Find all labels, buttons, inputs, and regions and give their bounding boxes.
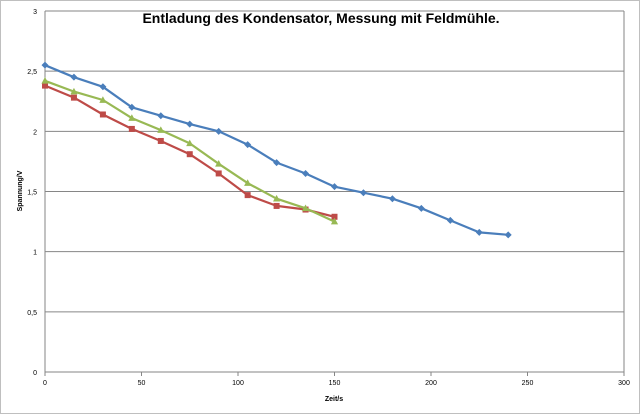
series-1-point xyxy=(417,204,425,212)
x-tick-label: 300 xyxy=(618,380,630,387)
series-1-point xyxy=(504,231,512,239)
series-3-point xyxy=(273,194,281,202)
x-axis-title: Zeit/s xyxy=(325,396,343,403)
data-series xyxy=(41,61,512,239)
series-2-point xyxy=(244,192,251,199)
series-2-point xyxy=(273,202,280,209)
tick-labels: 0 0,5 1 1,5 2 2,5 3 0 50 100 150 200 250 300 xyxy=(27,9,630,387)
series-2-point xyxy=(70,94,77,101)
series-1-point xyxy=(244,141,252,149)
y-tick-label: 3 xyxy=(33,9,37,16)
series-1-point xyxy=(359,189,367,197)
gridlines xyxy=(44,10,625,376)
series-3-point xyxy=(330,217,339,225)
series-3-point xyxy=(128,114,136,121)
series-2-point xyxy=(186,151,193,158)
series-2-point xyxy=(42,82,48,89)
series-1-point xyxy=(186,120,194,128)
series-1-point xyxy=(273,159,281,167)
series-3-point xyxy=(186,139,194,147)
x-tick-label: 250 xyxy=(522,380,534,387)
y-tick-label: 1 xyxy=(33,250,37,257)
series-1-point xyxy=(70,73,78,81)
series-3-point xyxy=(99,96,107,103)
series-1-point xyxy=(331,183,338,191)
series-2-point xyxy=(331,213,338,220)
series-3-point xyxy=(215,160,223,167)
series-3-point xyxy=(157,126,165,133)
y-tick-label: 0,5 xyxy=(27,310,37,317)
series-3-point xyxy=(41,76,49,84)
y-tick-label: 0 xyxy=(33,370,37,377)
series-1-point xyxy=(215,127,223,135)
series-3-point xyxy=(301,204,310,212)
x-tick-label: 50 xyxy=(138,380,146,387)
series-1-point xyxy=(128,103,136,111)
series-2-point xyxy=(157,137,164,144)
series-2-point xyxy=(215,170,222,177)
y-tick-label: 2 xyxy=(33,129,37,136)
series-1-point xyxy=(99,83,107,91)
y-axis-title: Spannung/V xyxy=(17,170,24,211)
y-tick-label: 1,5 xyxy=(27,190,37,197)
series-1-point xyxy=(475,228,483,236)
series-1-point xyxy=(157,112,165,120)
series-3-point xyxy=(244,179,252,186)
series-3-point xyxy=(70,87,78,95)
series-1-point xyxy=(446,216,454,224)
series-1-line xyxy=(43,64,510,236)
x-tick-label: 150 xyxy=(329,380,341,387)
series-1-point xyxy=(302,169,310,177)
series-2-point xyxy=(128,125,135,132)
chart-title: Entladung des Kondensator, Messung mit F… xyxy=(142,10,500,26)
series-1-point xyxy=(41,61,49,69)
x-tick-label: 100 xyxy=(232,380,244,387)
series-1-point xyxy=(388,195,396,203)
series-2-point xyxy=(99,111,106,118)
y-tick-label: 2,5 xyxy=(27,69,37,76)
x-tick-label: 200 xyxy=(425,380,437,387)
x-tick-label: 0 xyxy=(43,380,47,387)
